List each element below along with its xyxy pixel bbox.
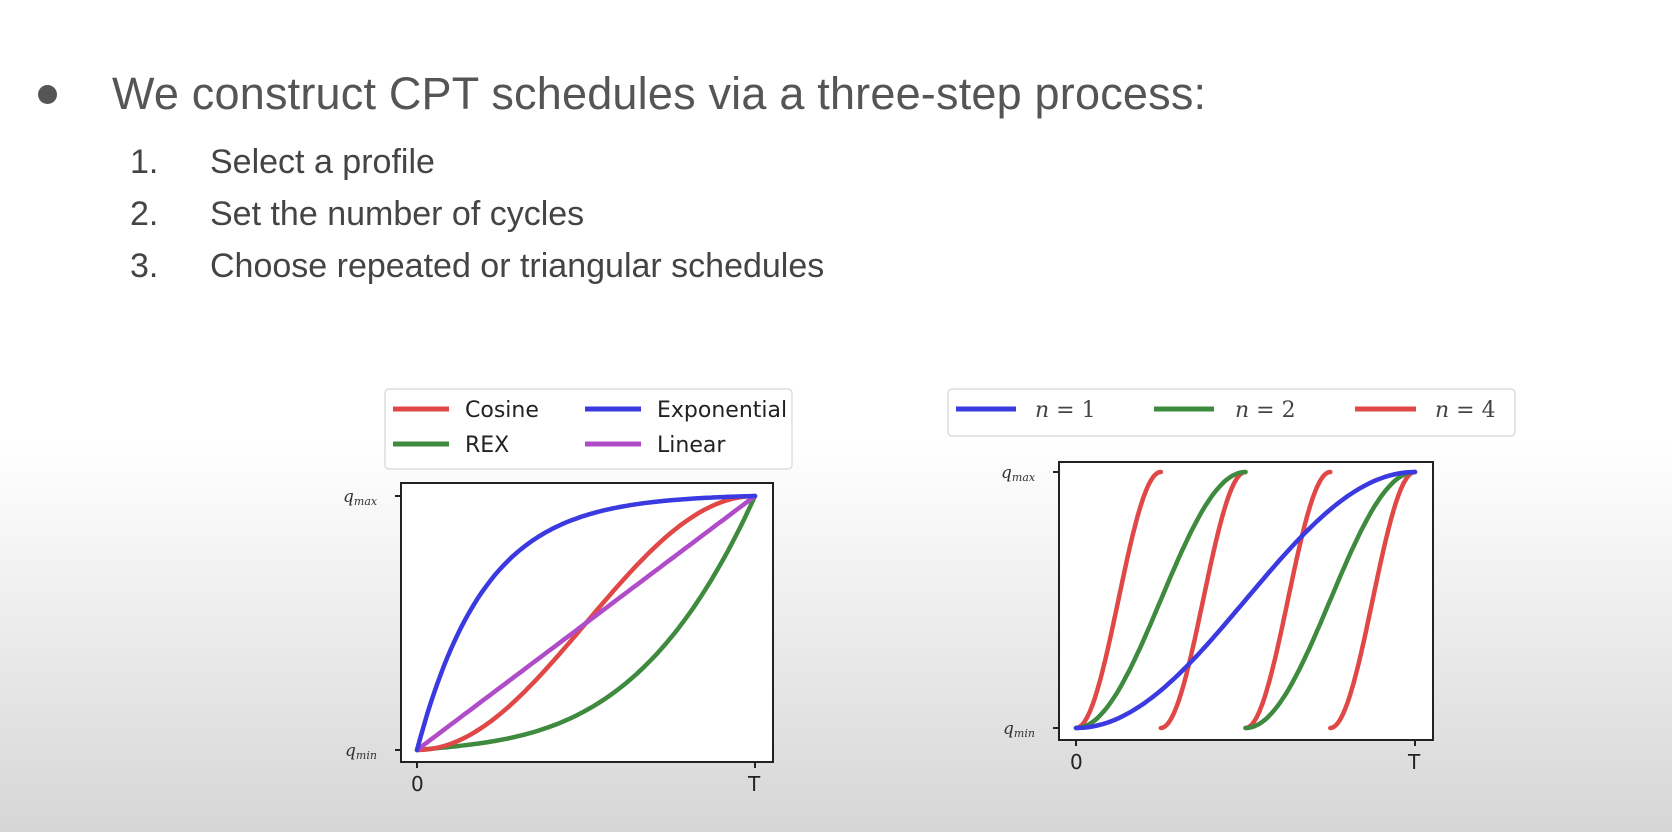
legend-entry-exponential: Exponential — [585, 398, 787, 423]
step-text: Select a profile — [210, 142, 435, 181]
series-line-exponential — [414, 493, 758, 753]
q-sub: max — [354, 495, 378, 508]
x-tick-label-0: 0 — [411, 772, 424, 796]
y-tick-label-min: qmin — [345, 741, 377, 762]
step-text: Set the number of cycles — [210, 194, 585, 233]
legend-label: Exponential — [657, 398, 787, 423]
legend-entry-cosine: Cosine — [393, 398, 539, 423]
q-base: q — [345, 741, 356, 761]
list-item: 2. Set the number of cycles — [130, 188, 824, 240]
steps-list: 1. Select a profile 2. Set the number of… — [130, 136, 824, 292]
series-group — [414, 493, 758, 753]
q-base: q — [343, 487, 354, 507]
legend-label: Linear — [657, 433, 726, 458]
list-item: 1. Select a profile — [130, 136, 824, 188]
q-sub: min — [356, 749, 377, 762]
step-number: 2. — [130, 194, 159, 233]
legend-entry-rex: REX — [393, 433, 509, 458]
step-number: 1. — [130, 142, 159, 181]
y-tick-label-max: qmax — [343, 487, 378, 508]
list-item: 3. Choose repeated or triangular schedul… — [130, 240, 824, 292]
legend-label: REX — [465, 433, 509, 458]
step-number: 3. — [130, 246, 159, 285]
bullet-icon — [38, 84, 57, 104]
bullet-row: We construct CPT schedules via a three-s… — [38, 68, 1206, 120]
legend-box — [384, 388, 793, 470]
legend-entry-linear: Linear — [585, 433, 726, 458]
series-line-rex — [414, 493, 758, 753]
step-text: Choose repeated or triangular schedules — [210, 246, 825, 285]
slide-headline: We construct CPT schedules via a three-s… — [112, 68, 1207, 119]
series-line-linear — [414, 493, 758, 753]
legend-label: Cosine — [465, 398, 539, 423]
x-tick-label-t: T — [747, 772, 761, 796]
